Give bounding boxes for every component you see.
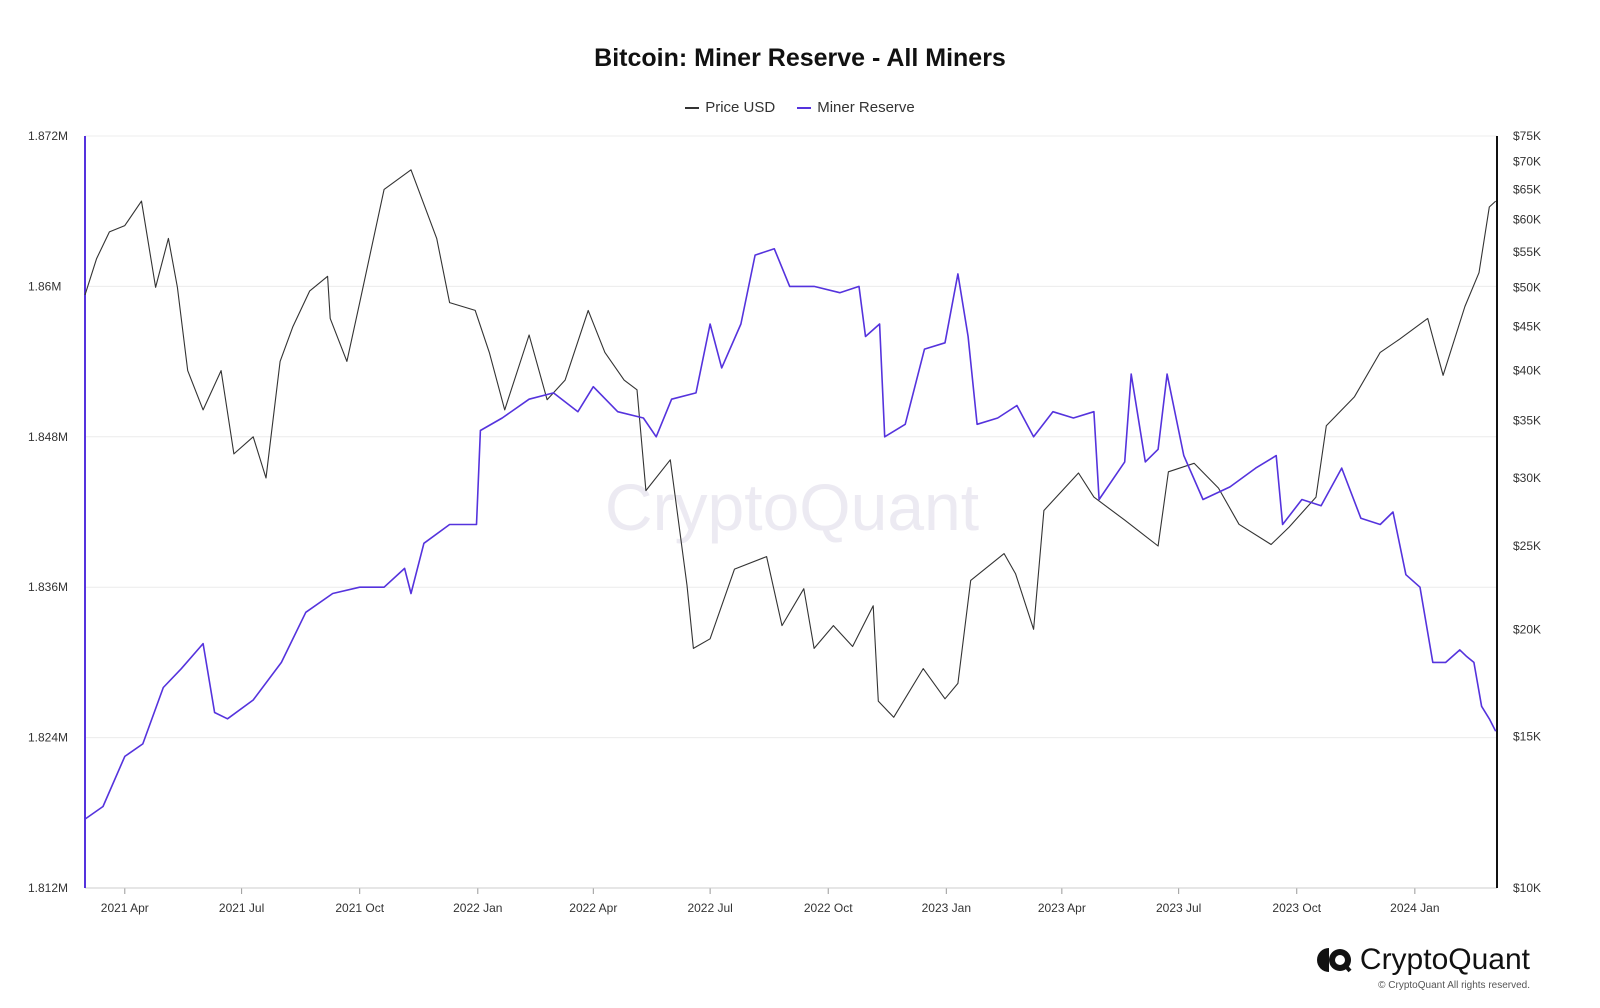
brand: CryptoQuant [1316, 943, 1530, 977]
y-right-tick-label: $45K [1513, 320, 1541, 334]
x-tick-label: 2023 Oct [1272, 901, 1321, 915]
chart-title: Bitcoin: Miner Reserve - All Miners [594, 44, 1006, 72]
y-right-tick-label: $60K [1513, 212, 1541, 226]
y-left-tick-label: 1.812M [28, 881, 68, 895]
x-tick-label: 2021 Apr [101, 901, 149, 915]
x-tick-label: 2021 Oct [335, 901, 384, 915]
legend: Price USD Miner Reserve [0, 99, 1600, 116]
y-right-tick-label: $40K [1513, 364, 1541, 378]
x-tick-label: 2023 Apr [1038, 901, 1086, 915]
y-right-tick-label: $70K [1513, 155, 1541, 169]
y-right-tick-label: $30K [1513, 471, 1541, 485]
x-tick-label: 2022 Oct [804, 901, 853, 915]
gridlines [85, 135, 1497, 889]
y-left-tick-label: 1.836M [28, 580, 68, 594]
legend-swatch-price [685, 106, 700, 109]
x-tick-label: 2024 Jan [1390, 901, 1439, 915]
x-tick-label: 2022 Apr [569, 901, 617, 915]
cryptoquant-logo-icon [1316, 948, 1352, 973]
y-right-tick-label: $25K [1513, 539, 1541, 553]
legend-item-price[interactable]: Price USD [685, 99, 775, 116]
x-tick-label: 2022 Jan [453, 901, 502, 915]
legend-label-price: Price USD [705, 99, 776, 116]
x-tick-label: 2023 Jul [1156, 901, 1201, 915]
copyright-text: © CryptoQuant All rights reserved. [1378, 980, 1530, 991]
y-left-tick-label: 1.848M [28, 430, 68, 444]
legend-item-miner-reserve[interactable]: Miner Reserve [797, 99, 915, 116]
watermark-text: CryptoQuant [605, 470, 979, 544]
series-line-price-usd [84, 169, 1497, 718]
y-right-tick-label: $75K [1513, 129, 1541, 143]
y-right-tick-label: $15K [1513, 730, 1541, 744]
series-line-miner-reserve [84, 248, 1497, 820]
y-right-tick-label: $50K [1513, 280, 1541, 294]
x-tick-label: 2021 Jul [219, 901, 264, 915]
brand-name: CryptoQuant [1359, 943, 1530, 976]
series-layer [84, 169, 1497, 820]
y-left-tick-label: 1.86M [28, 279, 61, 293]
legend-swatch-miner-reserve [797, 106, 812, 109]
legend-label-miner-reserve: Miner Reserve [817, 99, 915, 116]
y-right-tick-label: $55K [1513, 245, 1541, 259]
x-tick-label: 2022 Jul [687, 901, 732, 915]
y-right-tick-label: $20K [1513, 622, 1541, 636]
y-right-tick-label: $10K [1513, 881, 1541, 895]
y-right-tick-label: $35K [1513, 413, 1541, 427]
y-left-tick-label: 1.824M [28, 731, 68, 745]
axes: 1.812M 1.824M 1.836M 1.848M 1.86M 1.872M $10K $… [28, 129, 1541, 915]
x-tick-label: 2023 Jan [922, 901, 971, 915]
y-left-tick-label: 1.872M [28, 129, 68, 143]
y-right-tick-label: $65K [1513, 182, 1541, 196]
